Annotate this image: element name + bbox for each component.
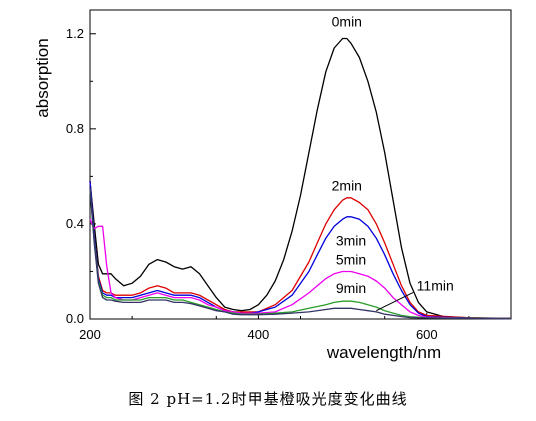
annotation-9min: 9min <box>336 280 366 296</box>
x-axis-label: wavelength/nm <box>326 343 441 362</box>
y-tick-label: 1.2 <box>66 26 84 41</box>
plot-frame <box>89 9 512 320</box>
y-axis-label: absorption <box>33 38 52 117</box>
annotation-pointer <box>376 292 414 312</box>
series-line-11min <box>89 188 512 320</box>
y-tick-label: 0.0 <box>66 311 84 326</box>
annotation-0min: 0min <box>332 14 362 30</box>
annotation-3min: 3min <box>336 232 366 248</box>
figure-caption: 图 2 pH=1.2时甲基橙吸光度变化曲线 <box>128 390 408 408</box>
series-line-2min <box>89 181 512 320</box>
y-axis: 0.0 0.4 0.8 1.2 <box>66 26 96 326</box>
x-tick-label: 200 <box>79 327 101 342</box>
annotation-5min: 5min <box>336 251 366 267</box>
annotation-11min: 11min <box>417 277 454 293</box>
y-tick-label: 0.8 <box>66 121 84 136</box>
x-tick-label: 400 <box>248 327 270 342</box>
annotation-layer: 0min 2min 3min 5min 9min 11min <box>332 14 454 312</box>
series-line-0min <box>89 37 512 319</box>
annotation-2min: 2min <box>332 178 362 194</box>
series-line-5min <box>89 218 512 320</box>
y-tick-label: 0.4 <box>66 216 84 231</box>
x-tick-label: 600 <box>416 327 438 342</box>
